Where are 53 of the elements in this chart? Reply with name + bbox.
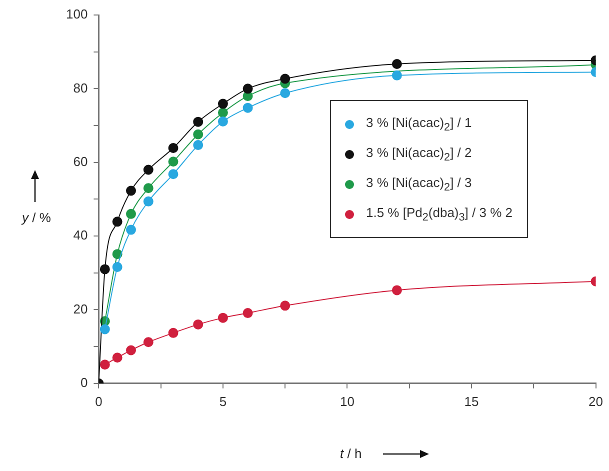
- legend-label: 1.5 % [Pd$_{2}$(dba)$_{3}$] / 3 % 2: [366, 204, 512, 224]
- point: [193, 319, 204, 330]
- point: [100, 264, 110, 274]
- point: [100, 360, 110, 370]
- point: [280, 88, 290, 98]
- point: [280, 300, 290, 311]
- point: [168, 156, 178, 167]
- y-tick-label: 60: [73, 154, 88, 169]
- point: [242, 308, 253, 318]
- point: [392, 285, 402, 296]
- y-tick-label: 100: [66, 6, 88, 22]
- legend-label: 3 % [Ni(acac)$_{2}$] / 2: [366, 144, 472, 164]
- point: [242, 102, 253, 113]
- point: [126, 224, 136, 235]
- x-tick-label: 0: [95, 394, 102, 409]
- point: [143, 164, 154, 175]
- point: [392, 58, 402, 69]
- point: [100, 324, 110, 334]
- x-tick-label: 10: [340, 394, 354, 409]
- point: [193, 129, 204, 140]
- point: [168, 142, 178, 153]
- point: [218, 98, 228, 109]
- point: [126, 208, 136, 219]
- y-tick-label: 20: [73, 301, 88, 316]
- point: [112, 352, 122, 363]
- x-tick-label: 15: [464, 394, 479, 409]
- point: [126, 345, 136, 356]
- x-axis-title: t / h: [340, 446, 362, 461]
- point: [242, 84, 253, 94]
- x-tick-label: 20: [588, 394, 604, 409]
- point: [168, 169, 178, 180]
- point: [392, 70, 402, 80]
- legend-label: 3 % [Ni(acac)$_{2}$] / 3: [366, 174, 472, 194]
- point: [126, 186, 136, 196]
- point: [218, 312, 228, 323]
- y-axis-title: y / %: [22, 210, 51, 225]
- y-tick-label: 40: [73, 228, 88, 243]
- point: [168, 328, 178, 338]
- point: [112, 216, 122, 227]
- point: [218, 108, 228, 118]
- y-tick-label: 80: [73, 80, 88, 96]
- point: [280, 74, 290, 84]
- point: [218, 116, 228, 126]
- point: [112, 262, 122, 272]
- y-tick-label: 0: [80, 374, 88, 390]
- legend-label: 3 % [Ni(acac)$_{2}$] / 1: [366, 114, 472, 134]
- point: [143, 196, 154, 206]
- point: [193, 116, 204, 127]
- point: [112, 249, 122, 260]
- x-tick-label: 5: [219, 394, 227, 409]
- point: [143, 337, 154, 348]
- point: [143, 183, 154, 194]
- point: [193, 140, 204, 150]
